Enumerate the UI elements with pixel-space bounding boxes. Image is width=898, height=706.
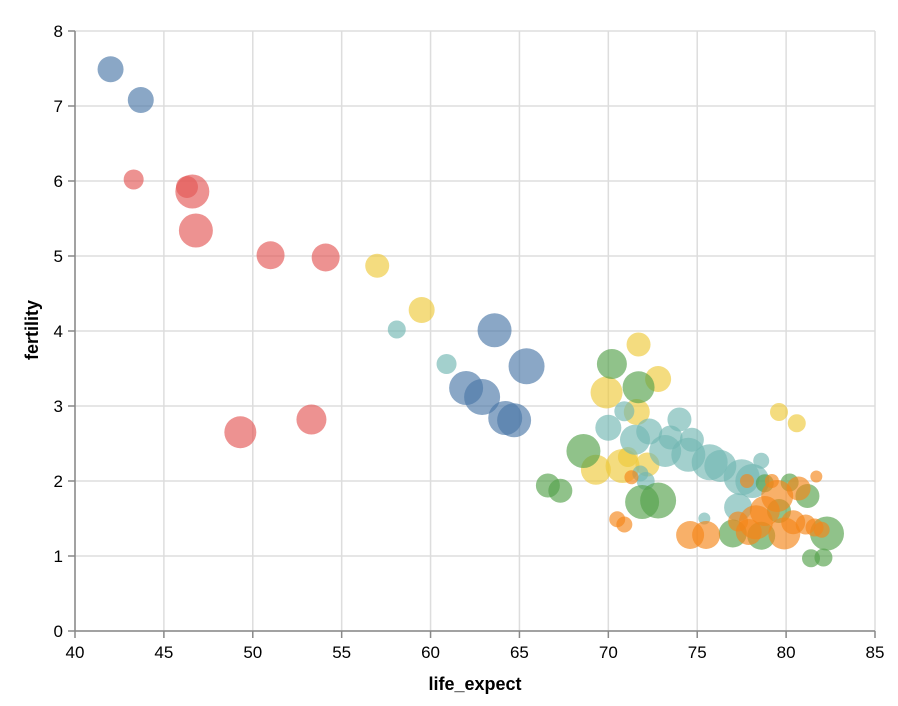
data-point: [590, 376, 623, 409]
data-point: [667, 407, 692, 432]
data-point: [127, 87, 154, 113]
data-point: [770, 403, 788, 421]
data-point: [596, 349, 627, 379]
data-point: [624, 470, 639, 485]
data-point: [640, 482, 677, 519]
data-point: [566, 434, 601, 468]
data-points: [97, 56, 844, 568]
x-tick-label: 70: [599, 643, 618, 662]
data-point: [626, 332, 651, 357]
x-tick-label: 60: [421, 643, 440, 662]
x-tick-label: 55: [332, 643, 351, 662]
y-tick-label: 2: [54, 472, 63, 491]
data-point: [178, 213, 213, 248]
data-point: [614, 401, 635, 422]
data-point: [761, 480, 794, 512]
y-tick-label: 1: [54, 547, 63, 566]
data-point: [636, 418, 663, 445]
data-point: [548, 478, 573, 503]
y-tick-label: 0: [54, 622, 63, 641]
y-axis-title: fertility: [22, 300, 42, 360]
data-point: [813, 521, 830, 538]
data-point: [477, 313, 512, 348]
y-tick-label: 6: [54, 172, 63, 191]
data-point: [753, 452, 770, 469]
data-point: [224, 416, 257, 449]
data-point: [786, 476, 811, 501]
x-tick-label: 80: [777, 643, 796, 662]
y-tick-label: 8: [54, 22, 63, 41]
x-tick-label: 40: [66, 643, 85, 662]
y-tick-label: 3: [54, 397, 63, 416]
data-point: [296, 404, 327, 435]
data-point: [595, 414, 622, 441]
data-point: [311, 243, 340, 272]
data-point: [497, 403, 532, 438]
data-point: [175, 174, 210, 209]
data-point: [508, 348, 545, 385]
data-point: [408, 297, 435, 323]
data-point: [740, 474, 754, 488]
data-point: [464, 379, 501, 415]
data-point: [622, 371, 655, 404]
data-point: [123, 169, 144, 190]
data-point: [365, 253, 390, 278]
x-tick-label: 65: [510, 643, 529, 662]
x-axis-title: life_expect: [428, 674, 521, 694]
data-point: [616, 516, 633, 533]
x-tick-label: 85: [866, 643, 885, 662]
data-point: [97, 56, 124, 83]
data-point: [692, 521, 721, 549]
y-tick-label: 5: [54, 247, 63, 266]
x-tick-label: 50: [243, 643, 262, 662]
y-tick-label: 7: [54, 97, 63, 116]
x-tick-label: 75: [688, 643, 707, 662]
data-point: [256, 241, 285, 270]
data-point: [764, 474, 779, 488]
data-point: [387, 320, 406, 339]
data-point: [787, 414, 806, 433]
x-tick-label: 45: [154, 643, 173, 662]
y-tick-label: 4: [54, 322, 63, 341]
data-point: [810, 470, 823, 483]
data-point: [814, 548, 833, 567]
data-point: [436, 354, 457, 374]
